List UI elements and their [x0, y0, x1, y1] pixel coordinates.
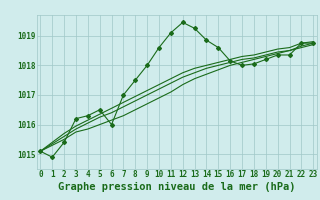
- X-axis label: Graphe pression niveau de la mer (hPa): Graphe pression niveau de la mer (hPa): [58, 182, 296, 192]
